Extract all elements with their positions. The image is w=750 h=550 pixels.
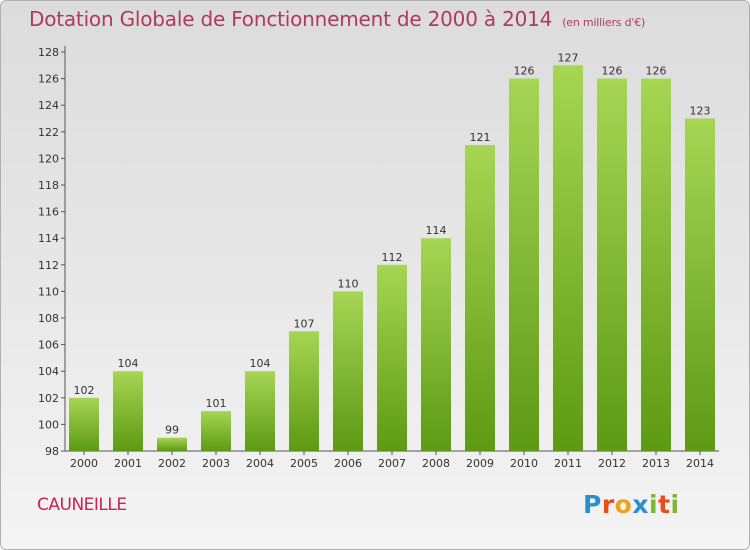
chart-subtitle: (en milliers d'€) — [562, 16, 646, 29]
y-tick-label: 98 — [45, 445, 59, 458]
bar-value-label: 104 — [250, 357, 271, 370]
bar-value-label: 127 — [558, 51, 579, 64]
bar-value-label: 99 — [165, 424, 179, 437]
bar-value-label: 123 — [690, 105, 711, 118]
bar — [421, 238, 451, 451]
y-tick-label: 118 — [38, 179, 59, 192]
logo-letter: i — [649, 490, 659, 519]
y-tick-label: 126 — [38, 73, 59, 86]
bar — [597, 78, 627, 451]
logo-letter: x — [632, 490, 649, 519]
y-tick-label: 122 — [38, 126, 59, 139]
y-tick-label: 120 — [38, 152, 59, 165]
bar — [201, 411, 231, 451]
bar — [333, 291, 363, 451]
logo-letter: r — [601, 490, 615, 519]
x-tick-label: 2010 — [510, 457, 538, 470]
bar-value-label: 104 — [118, 357, 139, 370]
chart-title: Dotation Globale de Fonctionnement de 20… — [29, 7, 645, 31]
y-tick-label: 106 — [38, 339, 59, 352]
bar-value-label: 126 — [646, 65, 667, 78]
x-tick-label: 2004 — [246, 457, 274, 470]
logo-letter: P — [583, 490, 602, 519]
x-tick-label: 2011 — [554, 457, 582, 470]
bar-value-label: 101 — [206, 397, 227, 410]
bar — [553, 65, 583, 452]
proxiti-logo[interactable]: Proxiti — [583, 490, 680, 519]
x-tick-label: 2003 — [202, 457, 230, 470]
y-tick-label: 128 — [38, 46, 59, 59]
chart-title-text: Dotation Globale de Fonctionnement de 20… — [29, 7, 553, 31]
x-tick-label: 2002 — [158, 457, 186, 470]
logo-letter: i — [670, 490, 680, 519]
bar — [245, 371, 275, 451]
bar — [465, 145, 495, 451]
bar-value-label: 110 — [338, 277, 359, 290]
bar-value-label: 121 — [470, 131, 491, 144]
y-tick-label: 116 — [38, 206, 59, 219]
y-tick-label: 102 — [38, 392, 59, 405]
y-tick-label: 110 — [38, 285, 59, 298]
x-tick-label: 2000 — [70, 457, 98, 470]
x-tick-label: 2013 — [642, 457, 670, 470]
bar — [377, 264, 407, 451]
x-tick-label: 2012 — [598, 457, 626, 470]
x-tick-label: 2001 — [114, 457, 142, 470]
x-axis: 2000 2001 2002 2003 2004 2005 2006 2007 2008 2009… — [65, 450, 719, 470]
x-tick-label: 2005 — [290, 457, 318, 470]
bar-value-label: 107 — [294, 317, 315, 330]
bar-value-label: 112 — [382, 251, 403, 264]
y-tick-label: 108 — [38, 312, 59, 325]
y-tick-label: 124 — [38, 99, 59, 112]
bar-value-label: 114 — [426, 224, 447, 237]
y-tick-label: 112 — [38, 259, 59, 272]
bar — [685, 118, 715, 451]
bar — [289, 331, 319, 451]
bar — [641, 78, 671, 451]
logo-letter: t — [658, 490, 671, 519]
bars: 102 104 99 101 104 107 110 112 114 121 126 127 126 12… — [69, 51, 715, 452]
commune-name: CAUNEILLE — [37, 495, 127, 515]
y-tick-label: 100 — [38, 418, 59, 431]
bar-value-label: 126 — [602, 65, 623, 78]
y-tick-label: 114 — [38, 232, 59, 245]
bar — [69, 397, 99, 451]
bar — [157, 437, 187, 451]
y-axis: 98 100 102 104 106 108 110 112 114 116 118 120 122 12… — [38, 46, 66, 458]
logo-letter: o — [614, 490, 633, 519]
x-tick-label: 2014 — [686, 457, 714, 470]
y-tick-label: 104 — [38, 365, 59, 378]
bar — [113, 371, 143, 451]
bar-value-label: 126 — [514, 65, 535, 78]
x-tick-label: 2009 — [466, 457, 494, 470]
bar-value-label: 102 — [74, 384, 95, 397]
bar — [509, 78, 539, 451]
x-tick-label: 2006 — [334, 457, 362, 470]
x-tick-label: 2008 — [422, 457, 450, 470]
x-tick-label: 2007 — [378, 457, 406, 470]
